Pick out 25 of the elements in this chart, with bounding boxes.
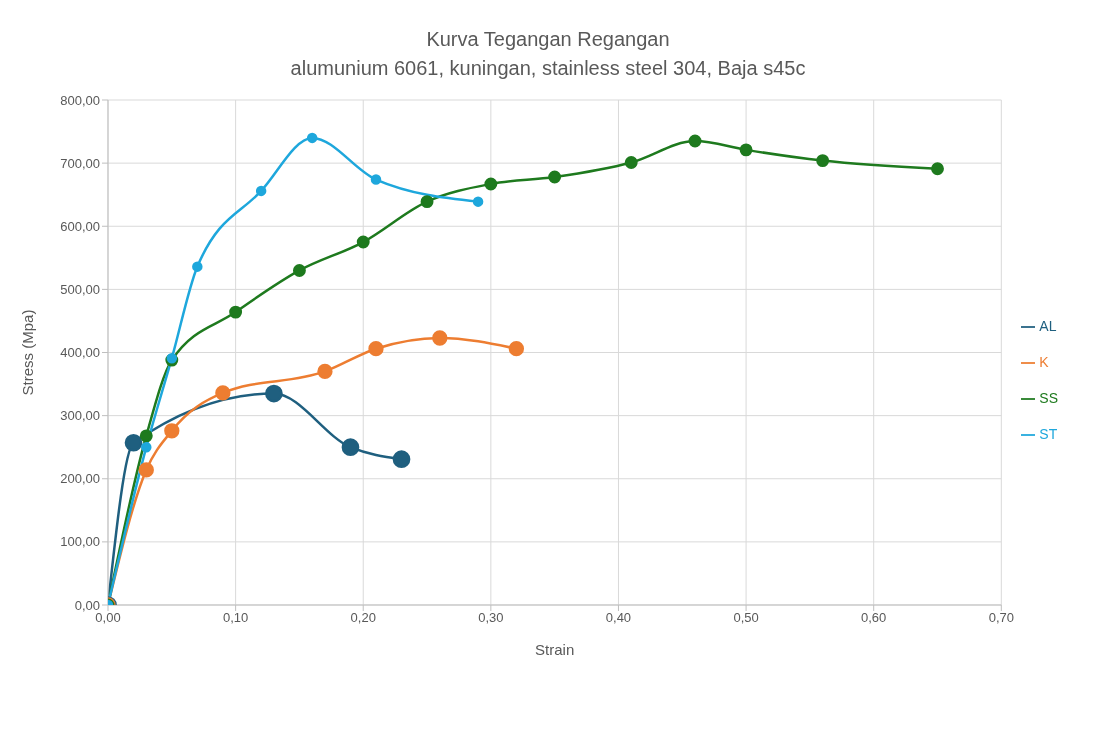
x-tick-label: 0,00	[95, 610, 121, 626]
x-tick-label: 0,30	[478, 610, 504, 626]
legend-label: ST	[1039, 426, 1058, 442]
y-tick-label: 0,00	[74, 597, 100, 613]
y-tick-label: 800,00	[60, 92, 100, 108]
chart-subtitle: alumunium 6061, kuningan, stainless steel 304, Baja s45c	[289, 57, 807, 80]
legend-label: AL	[1039, 318, 1057, 334]
y-tick-label: 500,00	[60, 281, 100, 297]
y-tick-label: 200,00	[60, 471, 100, 487]
chart-title: Kurva Tegangan Regangan	[425, 28, 671, 51]
x-tick-label: 0,60	[861, 610, 887, 626]
y-tick-label: 400,00	[60, 345, 100, 361]
legend-label: SS	[1039, 390, 1058, 406]
x-tick-label: 0,70	[988, 610, 1014, 626]
y-axis-title: Stress (Mpa)	[19, 309, 37, 396]
x-tick-label: 0,20	[350, 610, 376, 626]
x-tick-label: 0,50	[733, 610, 759, 626]
legend-label: K	[1039, 354, 1049, 370]
y-tick-label: 700,00	[60, 155, 100, 171]
y-tick-label: 300,00	[60, 408, 100, 424]
x-axis-title: Strain	[535, 641, 575, 658]
x-tick-label: 0,40	[605, 610, 632, 626]
y-tick-label: 600,00	[60, 218, 100, 234]
y-tick-label: 100,00	[60, 534, 100, 550]
x-tick-label: 0,10	[222, 610, 249, 626]
